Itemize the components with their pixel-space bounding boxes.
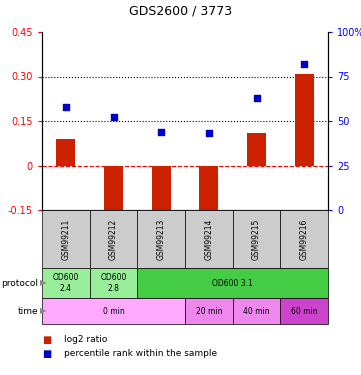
Text: ■: ■ [42,349,51,359]
Text: ▶: ▶ [40,306,47,315]
Bar [42,210,90,268]
Point [158,129,164,135]
Bar [295,74,314,165]
Text: OD600
2.8: OD600 2.8 [100,273,127,293]
Text: protocol: protocol [1,279,38,288]
Bar [42,268,90,298]
Text: log2 ratio: log2 ratio [64,336,107,345]
Bar [137,268,328,298]
Bar [42,298,185,324]
Bar [185,210,233,268]
Bar [233,210,280,268]
Text: 20 min: 20 min [196,306,222,315]
Text: GSM99214: GSM99214 [204,218,213,259]
Bar [104,165,123,219]
Text: GSM99212: GSM99212 [109,218,118,259]
Text: ▶: ▶ [40,279,47,288]
Bar [185,298,233,324]
Text: GDS2600 / 3773: GDS2600 / 3773 [129,4,232,17]
Bar [90,268,137,298]
Bar [280,298,328,324]
Point [301,61,307,67]
Bar [233,298,280,324]
Bar [280,210,328,268]
Text: GSM99215: GSM99215 [252,218,261,259]
Point [254,95,260,101]
Bar [90,210,137,268]
Text: GSM99216: GSM99216 [300,218,309,259]
Point [63,104,69,110]
Text: ■: ■ [42,335,51,345]
Text: OD600 3.1: OD600 3.1 [212,279,253,288]
Bar [137,210,185,268]
Text: OD600
2.4: OD600 2.4 [53,273,79,293]
Text: 40 min: 40 min [243,306,270,315]
Point [110,114,116,120]
Bar [152,165,171,222]
Bar [199,165,218,228]
Point [206,130,212,136]
Text: GSM99211: GSM99211 [61,218,70,259]
Text: percentile rank within the sample: percentile rank within the sample [64,350,217,358]
Bar [56,139,75,165]
Text: 60 min: 60 min [291,306,317,315]
Text: time: time [18,306,38,315]
Text: GSM99213: GSM99213 [157,218,166,259]
Bar [247,133,266,165]
Text: 0 min: 0 min [103,306,125,315]
